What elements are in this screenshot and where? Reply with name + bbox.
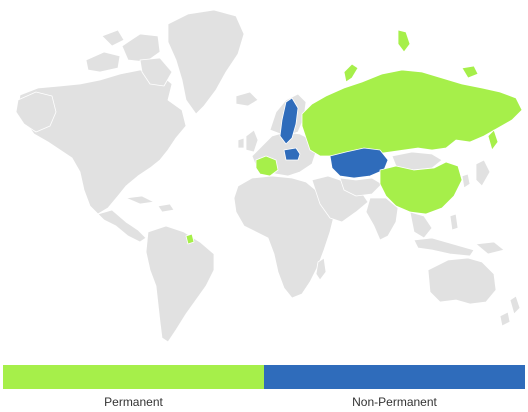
region-japan[interactable] [475, 159, 491, 187]
legend-item-non-permanent[interactable]: Non-Permanent [264, 365, 525, 411]
region-severnaya-zemlya[interactable] [397, 29, 411, 53]
legend-swatch-permanent [3, 365, 264, 389]
region-hispaniola[interactable] [157, 203, 175, 213]
region-africa[interactable] [233, 175, 335, 299]
region-philippines[interactable] [449, 213, 459, 231]
region-india[interactable] [365, 197, 399, 241]
world-map-svg [15, 9, 523, 343]
region-iceland[interactable] [235, 91, 259, 107]
world-map [15, 9, 523, 343]
region-arctic-islands-2[interactable] [121, 33, 161, 63]
legend-swatch-non-permanent [264, 365, 525, 389]
region-new-siberian-islands[interactable] [461, 65, 479, 79]
region-new-guinea[interactable] [475, 241, 505, 255]
region-france[interactable] [255, 155, 279, 177]
region-french-guiana[interactable] [185, 233, 195, 245]
region-ireland[interactable] [237, 137, 245, 149]
region-madagascar[interactable] [315, 257, 327, 281]
legend-label-non-permanent: Non-Permanent [352, 395, 437, 409]
region-novaya-zemlya[interactable] [343, 63, 359, 83]
region-australia[interactable] [427, 257, 497, 305]
region-new-zealand[interactable] [509, 295, 521, 315]
region-arctic-islands-3[interactable] [101, 29, 125, 47]
region-russia[interactable] [301, 69, 523, 157]
region-arctic-islands[interactable] [85, 51, 121, 73]
region-korea[interactable] [461, 173, 471, 189]
region-central-america[interactable] [97, 209, 147, 243]
region-poland[interactable] [283, 147, 301, 161]
legend-item-permanent[interactable]: Permanent [3, 365, 264, 411]
region-cuba[interactable] [125, 195, 155, 205]
region-north-america[interactable] [17, 69, 187, 215]
region-central-asia[interactable] [339, 177, 383, 197]
region-greenland[interactable] [167, 9, 245, 115]
region-uk[interactable] [245, 129, 259, 153]
region-alaska[interactable] [15, 91, 57, 133]
region-sakhalin[interactable] [487, 129, 499, 151]
region-china[interactable] [379, 161, 463, 215]
region-indonesia[interactable] [413, 237, 475, 257]
region-sweden[interactable] [279, 97, 299, 145]
region-southeast-asia[interactable] [409, 211, 433, 239]
legend-label-permanent: Permanent [104, 395, 163, 409]
region-baffin[interactable] [139, 57, 173, 87]
region-south-america[interactable] [145, 225, 215, 343]
map-legend: Permanent Non-Permanent [3, 365, 525, 411]
region-new-zealand-south[interactable] [499, 311, 511, 327]
